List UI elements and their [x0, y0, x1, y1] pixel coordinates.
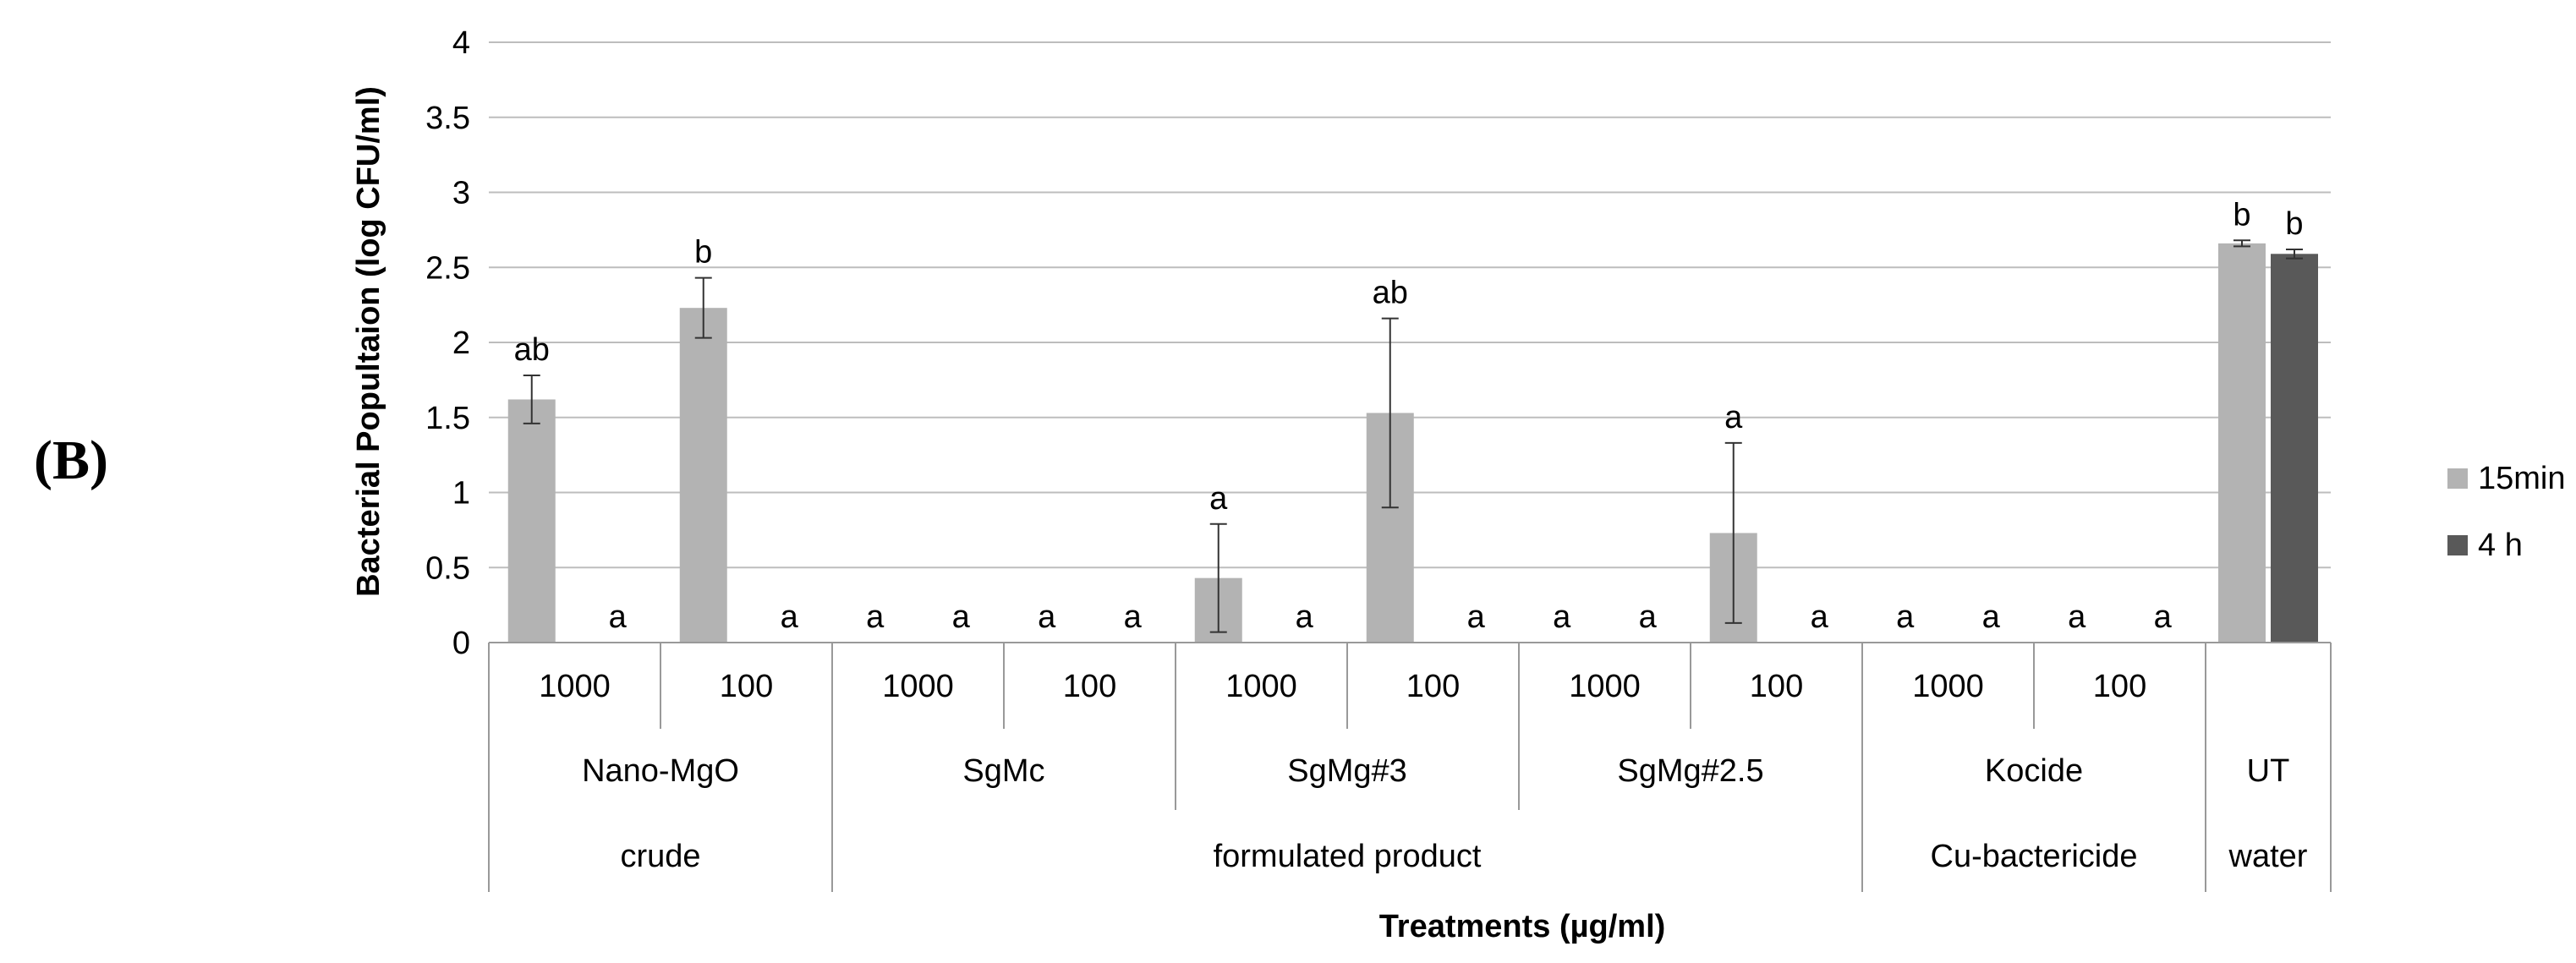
bar-4h-10	[2271, 254, 2318, 643]
y-tick-label: 0.5	[425, 550, 470, 586]
y-tick-label: 1	[452, 476, 470, 512]
significance-letter: a	[866, 599, 885, 635]
error-bars	[523, 239, 2303, 633]
significance-letter: a	[1896, 599, 1915, 635]
significance-letter: a	[952, 599, 971, 635]
y-tick-label: 3.5	[425, 101, 470, 136]
treatment-label: SgMc	[962, 753, 1044, 789]
dose-label: 1000	[1912, 669, 1984, 704]
bar-15min-1	[679, 308, 727, 643]
dose-label: 1000	[882, 669, 954, 704]
treatment-label: SgMg#3	[1287, 753, 1407, 789]
y-tick-label: 4	[452, 25, 470, 61]
dose-label: 100	[2093, 669, 2146, 704]
x-axis-label: Treatments (µg/ml)	[1379, 909, 1666, 944]
y-tick-label: 3	[452, 176, 470, 211]
group-label: water	[2228, 839, 2308, 874]
treatment-label: Nano-MgO	[582, 753, 739, 789]
significance-letter: a	[1982, 599, 2001, 635]
y-axis-label: Bacterial Popultaion (log CFU/ml)	[351, 86, 386, 597]
bars	[507, 243, 2318, 643]
significance-letter: a	[1811, 599, 1829, 635]
significance-letter: a	[1724, 400, 1743, 435]
dose-label: 100	[1750, 669, 1803, 704]
legend-swatch-1	[2447, 535, 2468, 555]
significance-letter: a	[1553, 599, 1571, 635]
y-tick-label: 0	[452, 626, 470, 661]
significance-letter: ab	[514, 332, 550, 368]
significance-letter: a	[1038, 599, 1056, 635]
significance-letter: a	[1124, 599, 1143, 635]
significance-letter: a	[1296, 599, 1314, 635]
dose-label: 100	[720, 669, 773, 704]
treatment-label: Kocide	[1985, 753, 2083, 789]
significance-letter: a	[2068, 599, 2086, 635]
significance-letter: a	[1209, 481, 1228, 517]
y-tick-label: 2	[452, 326, 470, 361]
significance-letter: ab	[1373, 276, 1408, 311]
group-label: Cu-bactericide	[1931, 839, 2138, 874]
y-tick-label: 1.5	[425, 401, 470, 436]
dose-label: 1000	[539, 669, 611, 704]
group-label: crude	[620, 839, 700, 874]
legend: 15min 4 h	[2447, 461, 2566, 563]
significance-letter: a	[1639, 599, 1658, 635]
significance-letter: b	[694, 235, 712, 271]
dose-label: 100	[1063, 669, 1116, 704]
bar-15min-10	[2218, 243, 2266, 643]
y-tick-label: 2.5	[425, 250, 470, 286]
legend-label-0: 15min	[2478, 461, 2566, 496]
dose-label: 1000	[1569, 669, 1641, 704]
legend-swatch-0	[2447, 468, 2468, 489]
significance-letter: a	[781, 599, 799, 635]
significance-letter: a	[609, 599, 628, 635]
y-axis-ticks: 0 0.5 1 1.5 2 2.5 3 3.5 4	[425, 25, 470, 661]
treatment-label: SgMg#2.5	[1617, 753, 1763, 789]
legend-label-1: 4 h	[2478, 528, 2523, 563]
significance-letter: b	[2233, 197, 2250, 233]
treatment-label: UT	[2247, 753, 2290, 789]
x-axis-table: 1000 100 1000 100 1000 100 1000 100 1000 100 Nano-…	[488, 642, 2332, 892]
significance-letter: b	[2285, 206, 2303, 242]
panel-label: (B)	[34, 430, 108, 491]
bar-15min-0	[507, 399, 556, 643]
significance-letter: a	[2154, 599, 2173, 635]
group-label: formulated product	[1214, 839, 1482, 874]
dose-label: 100	[1406, 669, 1460, 704]
significance-letter: a	[1467, 599, 1486, 635]
dose-label: 1000	[1225, 669, 1297, 704]
